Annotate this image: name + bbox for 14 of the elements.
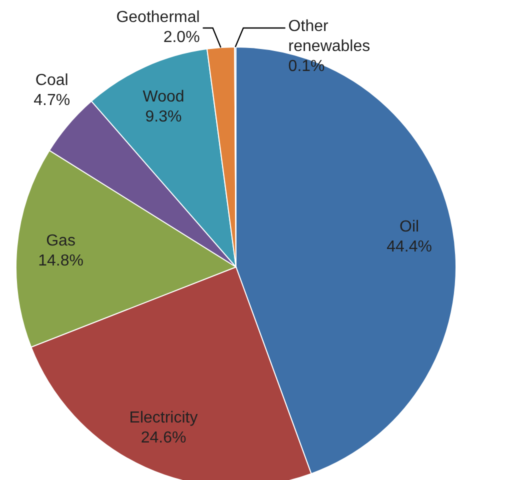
- slice-label: Wood: [142, 88, 184, 106]
- data-label: 44.4%: [386, 238, 432, 256]
- data-label: 4.7%: [34, 92, 70, 109]
- slice-label: Electricity: [129, 409, 198, 426]
- slice-label: Oil: [400, 218, 420, 236]
- data-label: 2.0%: [163, 29, 200, 46]
- data-label: 0.1%: [288, 58, 325, 75]
- slice-label: Gas: [46, 232, 76, 250]
- slice-label: Coal: [35, 72, 68, 89]
- slice-label: Other renewables: [288, 18, 370, 55]
- data-label: 14.8%: [38, 252, 84, 270]
- data-label: 9.3%: [145, 108, 182, 126]
- slice-label: Geothermal: [116, 9, 200, 26]
- data-label: 24.6%: [140, 429, 186, 446]
